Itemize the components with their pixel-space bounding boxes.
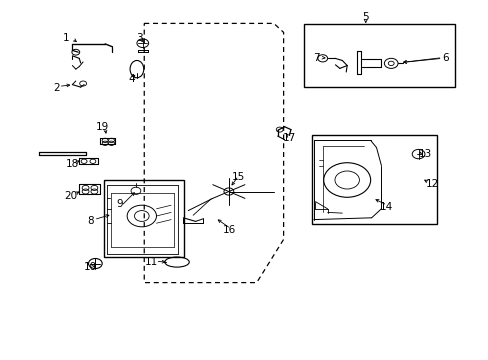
Text: 4: 4 <box>128 74 135 84</box>
Text: 3: 3 <box>136 33 142 43</box>
Text: 9: 9 <box>116 199 123 210</box>
Bar <box>311 135 436 224</box>
Text: 10: 10 <box>84 262 97 272</box>
Text: 1: 1 <box>62 33 69 43</box>
Text: 2: 2 <box>53 83 60 93</box>
Text: 14: 14 <box>379 202 392 212</box>
Text: 16: 16 <box>223 225 236 235</box>
Bar <box>304 24 454 87</box>
Text: 18: 18 <box>65 159 79 169</box>
Text: 15: 15 <box>231 172 245 182</box>
Text: 8: 8 <box>87 216 94 226</box>
Text: 20: 20 <box>64 191 77 201</box>
Text: 12: 12 <box>425 179 439 189</box>
Text: 5: 5 <box>362 12 368 22</box>
Text: 13: 13 <box>418 149 431 159</box>
Bar <box>103 180 184 257</box>
Text: 11: 11 <box>144 257 158 267</box>
Text: 6: 6 <box>442 53 448 63</box>
Text: 17: 17 <box>282 132 296 143</box>
Text: 7: 7 <box>313 53 320 63</box>
Text: 19: 19 <box>96 122 109 132</box>
